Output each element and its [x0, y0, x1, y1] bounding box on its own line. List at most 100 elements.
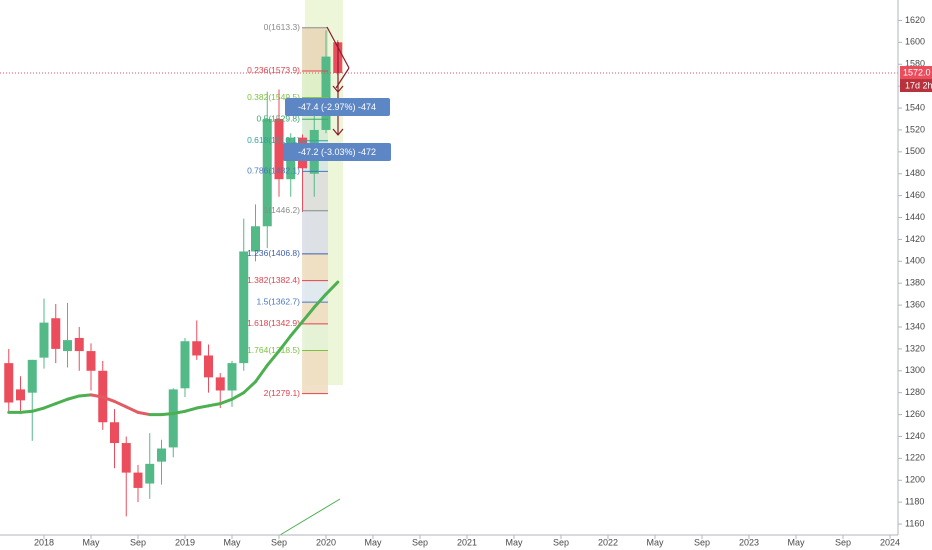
- y-tick-label: 1380: [905, 278, 925, 288]
- moving-average: [207, 402, 222, 408]
- fib-label: 0.5(1529.8): [257, 113, 301, 123]
- y-tick-label: 1280: [905, 387, 925, 397]
- moving-average: [124, 405, 140, 414]
- y-tick-label: 1540: [905, 102, 925, 112]
- fib-label: 0.236(1573.9): [247, 65, 300, 75]
- y-tick-label: 1180: [905, 497, 924, 507]
- moving-average: [324, 280, 340, 296]
- y-tick-label: 1340: [905, 321, 925, 331]
- candle-body: [145, 463, 155, 484]
- moving-average: [289, 320, 304, 338]
- fib-label: 0.618(1510.1): [247, 135, 300, 145]
- fib-band: [302, 302, 328, 324]
- fib-band: [302, 171, 328, 211]
- moving-average: [54, 397, 69, 406]
- y-tick-label: 1600: [905, 37, 925, 47]
- fib-band: [302, 253, 328, 281]
- x-tick-label: 2023: [739, 537, 759, 547]
- fib-label: 1.764(1318.5): [247, 345, 300, 355]
- measure-label: -47.2 (-3.03%) -472: [298, 147, 376, 157]
- candle-body: [133, 472, 143, 488]
- fib-label: 2(1279.1): [264, 388, 301, 398]
- moving-average: [66, 394, 81, 401]
- fib-label: 1.618(1342.9): [247, 318, 300, 328]
- moving-average: [77, 393, 93, 398]
- measure-label: -47.4 (-2.97%) -474: [298, 102, 376, 112]
- candle-body: [39, 322, 49, 358]
- x-tick-label: 2024: [880, 537, 900, 547]
- x-tick-label: Sep: [130, 537, 146, 547]
- candle-body: [180, 341, 190, 389]
- y-tick-label: 1420: [905, 234, 925, 244]
- candle-body: [239, 251, 249, 364]
- moving-average: [301, 305, 316, 324]
- moving-average: [113, 399, 128, 409]
- y-tick-label: 1360: [905, 299, 925, 309]
- fib-label: 1(1446.2): [264, 205, 301, 215]
- x-tick-label: 2020: [316, 537, 336, 547]
- candle-body: [274, 118, 284, 180]
- last-price-tag: [900, 66, 932, 80]
- fib-label: 0.382(1549.5): [247, 92, 300, 102]
- moving-average: [230, 391, 246, 401]
- y-tick-label: 1160: [905, 518, 924, 528]
- x-tick-label: Sep: [553, 537, 569, 547]
- moving-average: [218, 397, 234, 406]
- measure-box: [283, 143, 391, 161]
- y-tick-label: 1480: [905, 168, 925, 178]
- fib-label: 1.5(1362.7): [257, 296, 301, 306]
- y-tick-label: 1620: [905, 15, 925, 25]
- candle-body: [121, 443, 131, 473]
- candle-body: [157, 448, 166, 462]
- candle-body: [321, 56, 331, 130]
- x-tick-label: Sep: [835, 537, 851, 547]
- moving-average: [312, 292, 328, 309]
- y-tick-label: 1320: [905, 343, 925, 353]
- y-tick-label: 1520: [905, 124, 925, 134]
- moving-average: [171, 409, 187, 415]
- measure-box: [285, 98, 390, 116]
- x-tick-label: May: [364, 537, 382, 547]
- y-tick-label: 1400: [905, 256, 925, 266]
- x-tick-label: May: [82, 537, 100, 547]
- y-tick-label: 1240: [905, 431, 925, 441]
- y-tick-label: 1460: [905, 190, 925, 200]
- y-tick-label: 1580: [905, 59, 925, 69]
- x-tick-label: May: [787, 537, 805, 547]
- arrow-head: [332, 85, 344, 93]
- candle-body: [262, 118, 272, 227]
- y-tick-label: 1440: [905, 212, 925, 222]
- moving-average: [30, 406, 46, 413]
- fib-band: [302, 323, 328, 351]
- candle-body: [74, 337, 84, 352]
- moving-average: [89, 393, 105, 399]
- fib-label: 1.236(1406.8): [247, 248, 300, 258]
- candle-body: [204, 355, 213, 378]
- fib-band: [302, 280, 328, 303]
- moving-average: [265, 349, 281, 367]
- fib-label: 0(1613.3): [264, 22, 301, 32]
- moving-average: [160, 411, 175, 417]
- last-price-label: 1572.0: [903, 67, 931, 77]
- y-tick-label: 1260: [905, 409, 925, 419]
- candle-body: [4, 363, 14, 403]
- candle-body: [16, 389, 25, 401]
- candle-body: [63, 340, 72, 352]
- candle-body: [51, 318, 61, 349]
- countdown-label: 17d 2h: [905, 80, 932, 90]
- moving-average: [136, 410, 152, 417]
- moving-average: [277, 334, 293, 353]
- candle-body: [215, 377, 225, 391]
- x-tick-label: Sep: [694, 537, 710, 547]
- moving-average: [19, 409, 34, 414]
- candle-body: [86, 351, 96, 371]
- y-tick-label: 1220: [905, 453, 925, 463]
- measure-tool: [326, 26, 350, 136]
- candle-body: [110, 422, 119, 444]
- candle-body: [227, 363, 237, 391]
- x-tick-label: Sep: [271, 537, 287, 547]
- x-tick-label: 2021: [457, 537, 477, 547]
- moving-average: [242, 380, 257, 395]
- fib-label: 1.382(1382.4): [247, 275, 300, 285]
